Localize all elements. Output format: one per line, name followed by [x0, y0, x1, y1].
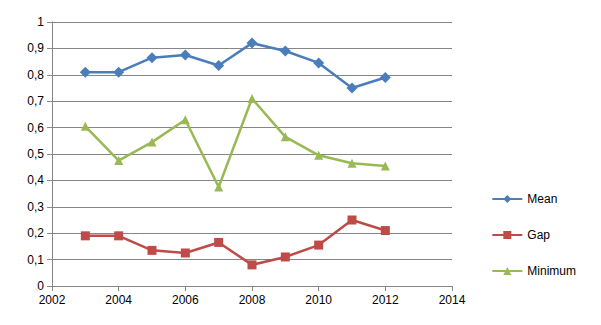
- svg-text:0,2: 0,2: [27, 226, 44, 240]
- svg-text:0,1: 0,1: [27, 253, 44, 267]
- svg-text:0,4: 0,4: [27, 173, 44, 187]
- svg-text:0,3: 0,3: [27, 200, 44, 214]
- svg-text:0,9: 0,9: [27, 41, 44, 55]
- svg-text:Minimum: Minimum: [527, 264, 576, 278]
- svg-text:0,8: 0,8: [27, 68, 44, 82]
- svg-text:0,6: 0,6: [27, 121, 44, 135]
- svg-text:2006: 2006: [172, 293, 199, 307]
- svg-text:2002: 2002: [39, 293, 66, 307]
- svg-text:2008: 2008: [239, 293, 266, 307]
- svg-text:2010: 2010: [305, 293, 332, 307]
- svg-text:2004: 2004: [105, 293, 132, 307]
- svg-text:Mean: Mean: [527, 192, 557, 206]
- svg-text:0: 0: [37, 279, 44, 293]
- svg-text:0,5: 0,5: [27, 147, 44, 161]
- svg-text:2014: 2014: [439, 293, 466, 307]
- svg-text:2012: 2012: [372, 293, 399, 307]
- svg-text:Gap: Gap: [527, 228, 550, 242]
- svg-text:1: 1: [37, 15, 44, 29]
- svg-text:0,7: 0,7: [27, 94, 44, 108]
